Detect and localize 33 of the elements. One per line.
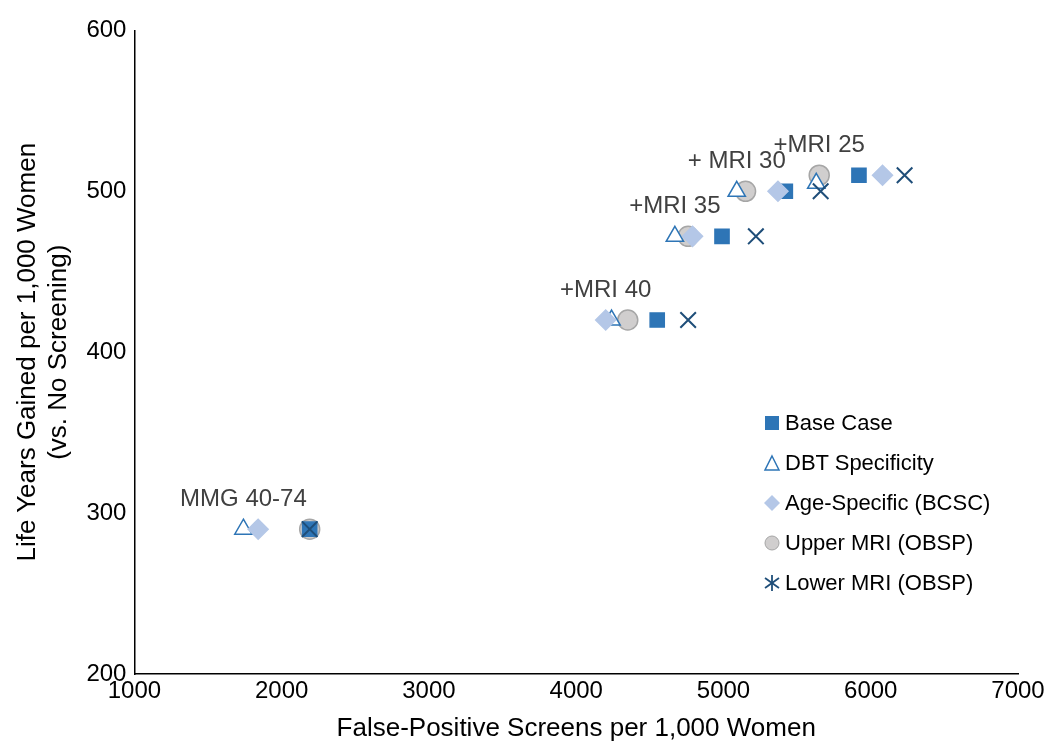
point [714, 228, 730, 245]
annotation: +MRI 35 [629, 190, 721, 218]
y-tick-label: 500 [86, 175, 127, 203]
point [895, 166, 914, 184]
x-tick-label: 2000 [255, 676, 309, 704]
x-tick-label: 3000 [402, 676, 456, 704]
legend-label: DBT Specificity [785, 449, 934, 477]
point [679, 311, 697, 329]
legend-label: Upper MRI (OBSP) [785, 529, 974, 557]
x-tick-label: 5000 [696, 676, 751, 704]
x-tick-label: 4000 [549, 676, 603, 704]
point [617, 309, 639, 331]
y-axis-title: Life Years Gained per 1,000 Women (vs. No Screening) [10, 142, 72, 562]
legend-label: Age-Specific (BCSC) [785, 489, 991, 517]
point [871, 164, 894, 186]
legend-label: Lower MRI (OBSP) [785, 569, 974, 597]
y-tick-label: 600 [86, 15, 127, 43]
legend-label: Base Case [785, 409, 893, 437]
x-axis-title: False-Positive Screens per 1,000 Women [336, 711, 816, 742]
point [767, 180, 789, 203]
point [747, 227, 765, 246]
point [851, 167, 867, 184]
annotation: MMG 40-74 [180, 483, 307, 511]
point [811, 182, 830, 201]
annotation: +MRI 40 [559, 274, 652, 302]
x-tick-label: 7000 [991, 676, 1045, 704]
point [247, 518, 269, 540]
point [681, 225, 704, 248]
point [649, 312, 666, 328]
x-tick-label: 6000 [844, 676, 898, 704]
y-tick-label: 400 [86, 336, 127, 364]
point [594, 309, 617, 331]
y-tick-label: 300 [86, 497, 127, 525]
